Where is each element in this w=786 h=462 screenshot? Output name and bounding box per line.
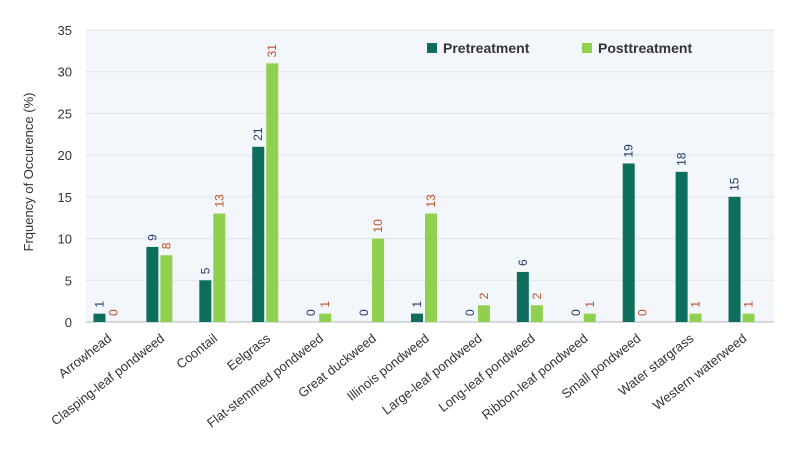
data-label-posttreatment: 2 <box>477 292 491 299</box>
data-label-posttreatment: 31 <box>265 44 279 58</box>
data-label-pretreatment: 9 <box>145 234 159 241</box>
x-tick-label: Coontail <box>173 330 220 371</box>
data-label-pretreatment: 0 <box>569 309 583 316</box>
data-label-pretreatment: 0 <box>357 309 371 316</box>
y-axis-title: Frquency of Occurence (%) <box>21 93 36 252</box>
data-label-pretreatment: 5 <box>198 267 212 274</box>
data-label-posttreatment: 10 <box>371 219 385 233</box>
bar-pretreatment <box>516 271 529 322</box>
legend-label-pretreatment: Pretreatment <box>443 40 530 56</box>
data-label-posttreatment: 1 <box>742 301 756 308</box>
bar-posttreatment <box>372 238 385 322</box>
data-label-pretreatment: 19 <box>622 144 636 158</box>
data-label-posttreatment: 1 <box>318 301 332 308</box>
data-label-posttreatment: 13 <box>212 194 226 208</box>
y-tick-label: 15 <box>58 190 72 205</box>
bar-posttreatment <box>583 313 596 322</box>
bar-pretreatment <box>146 246 159 322</box>
legend-swatch-posttreatment <box>582 43 592 53</box>
data-label-pretreatment: 1 <box>410 301 424 308</box>
data-label-pretreatment: 6 <box>516 259 530 266</box>
y-tick-label: 25 <box>58 106 72 121</box>
bar-pretreatment <box>728 196 741 322</box>
bar-posttreatment <box>425 213 437 322</box>
data-label-pretreatment: 1 <box>92 301 106 308</box>
bar-posttreatment <box>477 305 490 322</box>
data-label-posttreatment: 1 <box>583 301 597 308</box>
legend-label-posttreatment: Posttreatment <box>598 40 692 56</box>
data-label-posttreatment: 1 <box>689 301 703 308</box>
bar-posttreatment <box>530 305 543 322</box>
x-tick-label: Western waterweed <box>650 331 750 413</box>
y-tick-label: 35 <box>58 23 72 38</box>
y-tick-label: 0 <box>65 315 72 330</box>
data-label-posttreatment: 2 <box>530 292 544 299</box>
bars <box>93 63 755 322</box>
x-tick-label: Large-leaf pondweed <box>379 331 484 418</box>
bar-posttreatment <box>266 63 279 322</box>
bar-pretreatment <box>252 146 265 322</box>
data-label-posttreatment: 0 <box>106 309 120 316</box>
data-label-posttreatment: 13 <box>424 194 438 208</box>
bar-posttreatment <box>689 313 702 322</box>
bar-posttreatment <box>213 213 226 322</box>
bar-posttreatment <box>160 255 173 322</box>
data-label-pretreatment: 18 <box>675 152 689 166</box>
bar-pretreatment <box>93 313 106 322</box>
bar-pretreatment <box>199 280 212 322</box>
data-label-pretreatment: 0 <box>304 309 318 316</box>
data-label-pretreatment: 0 <box>463 309 477 316</box>
x-tick-label: Eelgrass <box>224 330 273 373</box>
bar-pretreatment <box>411 313 423 322</box>
y-tick-label: 20 <box>58 148 72 163</box>
data-label-posttreatment: 8 <box>159 242 173 249</box>
data-label-pretreatment: 21 <box>251 127 265 141</box>
y-tick-label: 30 <box>58 65 72 80</box>
y-tick-label: 5 <box>65 273 72 288</box>
bar-pretreatment <box>622 163 635 322</box>
y-tick-label: 10 <box>58 232 72 247</box>
bar-posttreatment <box>742 313 755 322</box>
data-label-posttreatment: 0 <box>636 309 650 316</box>
bar-posttreatment <box>319 313 332 322</box>
x-tick-label: Long-leaf pondweed <box>436 331 538 415</box>
data-label-pretreatment: 15 <box>728 177 742 191</box>
bar-pretreatment <box>675 171 688 322</box>
legend-swatch-pretreatment <box>427 43 437 53</box>
legend: Pretreatment Posttreatment <box>427 40 692 56</box>
